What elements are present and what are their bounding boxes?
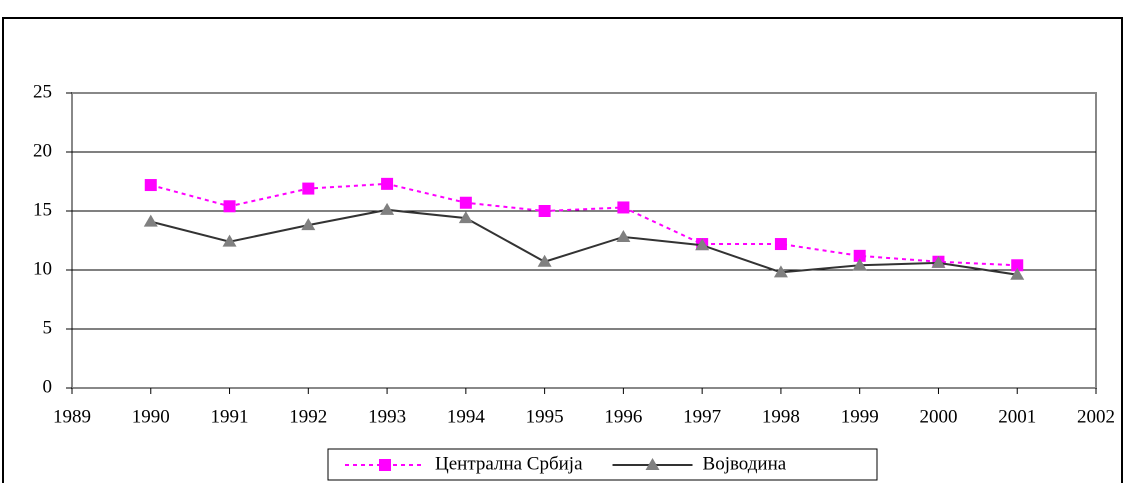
y-tick-label: 10 bbox=[33, 258, 52, 279]
series-line bbox=[150, 182, 1018, 267]
x-tick-label: 1998 bbox=[762, 406, 800, 427]
point bbox=[380, 202, 395, 215]
x-tick-label: 2001 bbox=[998, 406, 1036, 427]
x-tick-label: 1999 bbox=[841, 406, 879, 427]
legend-label: Централна Србија bbox=[435, 453, 583, 474]
x-tick-label: 1993 bbox=[368, 406, 406, 427]
x-tick-label: 1994 bbox=[447, 406, 486, 427]
x-tick-label: 1991 bbox=[211, 406, 249, 427]
point bbox=[223, 200, 236, 213]
x-tick-label: 1989 bbox=[53, 406, 91, 427]
point bbox=[853, 249, 866, 262]
point bbox=[852, 258, 867, 271]
plot-area bbox=[71, 92, 1097, 389]
point bbox=[617, 201, 630, 214]
x-tick-label: 1995 bbox=[526, 406, 564, 427]
point bbox=[459, 196, 472, 209]
x-tick-label: 1992 bbox=[289, 406, 327, 427]
point bbox=[381, 177, 394, 190]
point bbox=[695, 238, 710, 251]
legend-label: Војводина bbox=[703, 453, 787, 474]
x-tick-label: 1990 bbox=[132, 406, 170, 427]
point bbox=[222, 234, 237, 247]
point bbox=[143, 214, 158, 227]
point bbox=[931, 255, 946, 268]
point bbox=[458, 211, 473, 224]
x-tick-label: 2000 bbox=[919, 406, 957, 427]
y-tick-label: 25 bbox=[33, 81, 52, 102]
series-line bbox=[150, 208, 1018, 276]
y-tick-label: 5 bbox=[43, 317, 53, 338]
x-tick-label: 1996 bbox=[604, 406, 642, 427]
x-tick-label: 1997 bbox=[683, 406, 721, 427]
point bbox=[616, 229, 631, 242]
y-tick-label: 20 bbox=[33, 140, 52, 161]
point bbox=[774, 238, 787, 251]
point bbox=[1010, 267, 1025, 280]
point bbox=[773, 265, 788, 278]
legend-marker bbox=[645, 458, 660, 470]
y-tick-label: 0 bbox=[43, 376, 53, 397]
x-tick-label: 2002 bbox=[1077, 406, 1115, 427]
point bbox=[301, 218, 316, 231]
y-tick-label: 15 bbox=[33, 199, 52, 220]
point bbox=[537, 254, 552, 267]
point bbox=[538, 205, 551, 217]
point bbox=[144, 179, 157, 192]
point bbox=[302, 182, 315, 195]
legend-marker bbox=[379, 459, 391, 471]
point bbox=[1011, 259, 1024, 272]
